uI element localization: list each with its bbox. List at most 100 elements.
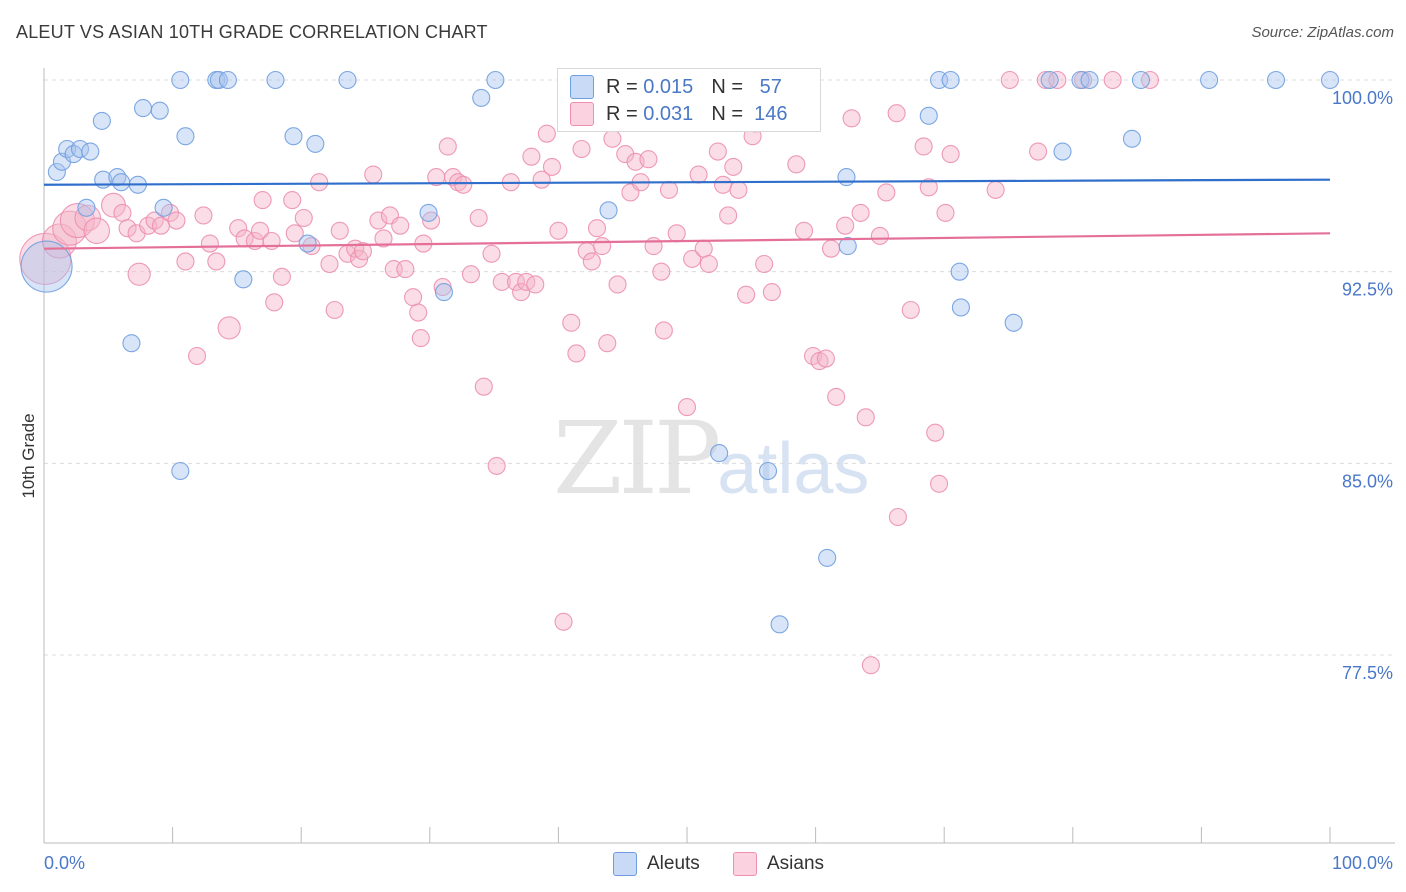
data-point-asians — [330, 221, 349, 240]
legend-n-label: N = — [711, 75, 743, 98]
data-point-asians — [639, 150, 658, 169]
data-point-asians — [217, 316, 241, 340]
data-point-asians — [787, 155, 806, 174]
data-point-aleuts — [338, 70, 357, 90]
data-point-asians — [200, 234, 219, 253]
data-point-aleuts — [171, 461, 190, 481]
y-tick-label: 92.5% — [1342, 280, 1393, 300]
data-point-asians — [194, 206, 213, 225]
data-point-asians — [1048, 70, 1067, 90]
data-point-aleuts — [1131, 70, 1151, 90]
data-point-asians — [616, 145, 635, 164]
data-point-asians — [708, 142, 727, 161]
data-point-asians — [391, 216, 410, 235]
data-point-asians — [469, 208, 488, 228]
data-point-asians — [877, 183, 896, 202]
data-point-aleuts — [122, 334, 141, 353]
data-point-asians — [294, 208, 313, 228]
data-point-asians — [506, 272, 526, 291]
data-point-aleuts — [176, 127, 195, 146]
data-point-asians — [737, 285, 756, 304]
data-point-asians — [842, 109, 861, 128]
data-point-aleuts — [599, 201, 618, 220]
data-point-asians — [562, 313, 581, 332]
data-point-asians — [404, 288, 423, 307]
data-point-asians — [816, 349, 835, 368]
y-tick-label: 85.0% — [1342, 471, 1393, 491]
data-point-asians — [1029, 142, 1048, 161]
data-point-asians — [652, 262, 671, 281]
data-point-asians — [856, 408, 875, 427]
data-point-asians — [644, 237, 663, 256]
data-point-asians — [207, 252, 226, 271]
data-point-asians — [396, 260, 415, 279]
data-point-asians — [320, 254, 339, 274]
series-legend: Aleuts Asians — [0, 852, 1406, 878]
data-point-asians — [683, 249, 702, 268]
data-point-aleuts — [472, 88, 491, 107]
data-point-asians — [176, 252, 195, 271]
data-point-asians — [572, 139, 591, 159]
data-point-asians — [127, 262, 151, 286]
data-point-asians — [492, 272, 511, 291]
data-point-asians — [443, 168, 462, 187]
legend-swatch-aleuts — [570, 75, 594, 99]
data-point-asians — [283, 191, 302, 210]
data-point-asians — [411, 329, 430, 348]
legend-n-value: 146 — [754, 102, 788, 125]
gridlines — [44, 79, 1395, 656]
legend-swatch-asians — [570, 102, 594, 126]
data-point-asians — [836, 216, 855, 235]
data-point-asians — [409, 303, 428, 322]
data-point-asians — [587, 219, 607, 238]
data-point-asians — [677, 398, 697, 417]
data-point-aleuts — [941, 70, 960, 90]
y-tick-label: 77.5% — [1342, 663, 1393, 683]
legend-item-aleuts[interactable]: Aleuts — [613, 852, 700, 876]
data-point-asians — [870, 226, 889, 245]
data-point-asians — [851, 203, 870, 222]
data-point-asians — [542, 157, 562, 176]
data-point-aleuts — [770, 615, 789, 634]
stats-legend: R = 0.015 N = 57 R = 0.031 N = 146 — [557, 68, 821, 132]
data-point-asians — [512, 283, 531, 302]
source-label: Source: ZipAtlas.com — [1251, 24, 1394, 41]
data-point-aleuts — [298, 234, 317, 253]
data-point-aleuts — [1004, 313, 1023, 332]
data-point-aleuts — [1266, 70, 1286, 90]
data-point-aleuts — [92, 111, 111, 130]
y-axis-title: 10th Grade — [19, 413, 38, 498]
data-point-aleuts — [1080, 70, 1099, 90]
data-point-aleuts — [77, 198, 96, 217]
data-point-asians — [861, 656, 880, 675]
data-point-aleuts — [112, 173, 131, 192]
data-point-asians — [598, 334, 617, 353]
data-point-asians — [374, 229, 393, 248]
data-point-asians — [1103, 70, 1122, 90]
data-point-aleuts — [919, 106, 938, 125]
data-point-asians — [794, 221, 814, 240]
data-point-asians — [986, 180, 1005, 199]
data-point-aleuts — [1053, 142, 1072, 161]
data-point-aleuts — [150, 101, 169, 120]
data-point-asians — [474, 377, 493, 396]
data-points — [19, 70, 1340, 675]
chart-title: ALEUT VS ASIAN 10TH GRADE CORRELATION CH… — [16, 22, 488, 42]
data-point-asians — [310, 173, 329, 192]
legend-item-asians[interactable]: Asians — [733, 852, 824, 876]
x-tick-label: 0.0% — [44, 853, 85, 873]
legend-label-asians: Asians — [767, 853, 825, 874]
data-point-asians — [724, 157, 743, 176]
data-point-aleuts — [306, 134, 325, 153]
data-point-aleuts — [951, 298, 970, 317]
legend-swatch-aleuts — [613, 852, 637, 876]
legend-r-label: R = — [606, 75, 638, 98]
data-point-asians — [888, 507, 907, 527]
trend-line-asians — [43, 232, 1331, 250]
data-point-aleuts — [154, 198, 173, 217]
data-point-asians — [729, 180, 748, 199]
data-point-asians — [187, 346, 207, 366]
legend-n-label: N = — [711, 102, 743, 125]
data-point-asians — [603, 129, 622, 148]
